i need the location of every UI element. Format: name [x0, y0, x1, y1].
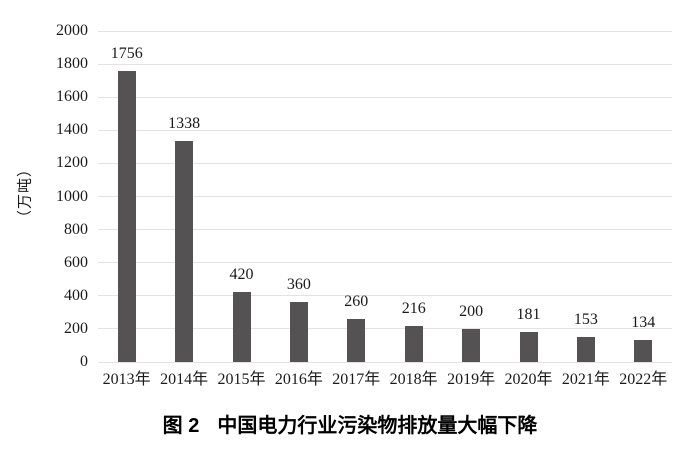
- y-tick-label: 1600: [56, 88, 88, 106]
- bar-value-label: 181: [516, 306, 541, 324]
- bar-value-label: 360: [286, 276, 311, 294]
- bar-2016年: [289, 302, 308, 362]
- y-tick-label: 1000: [56, 187, 88, 205]
- gridline: [98, 30, 672, 32]
- gridline: [98, 229, 672, 231]
- bar-2013年: [117, 71, 136, 362]
- x-tick-label: 2016年: [274, 371, 323, 388]
- x-tick-label: 2022年: [619, 371, 668, 388]
- bar-value-label: 216: [401, 300, 426, 318]
- figure-caption-text: 中国电力行业污染物排放量大幅下降: [217, 415, 538, 437]
- bar-2014年: [175, 140, 194, 362]
- y-tick-label: 600: [64, 253, 88, 271]
- bar-2017年: [347, 318, 366, 362]
- bar-2021年: [576, 336, 595, 362]
- x-tick-label: 2015年: [217, 371, 266, 388]
- bar-value-label: 200: [459, 302, 484, 320]
- emissions-bar-chart: （万吨） 0 200 400 600 800 1000 1200 1400 1600 1800 20…: [18, 22, 672, 388]
- bar-value-label: 1756: [110, 45, 143, 63]
- gridline: [98, 262, 672, 264]
- gridline: [98, 162, 672, 164]
- gridline: [98, 295, 672, 297]
- y-tick-label: 1200: [56, 154, 88, 172]
- figure-caption-number: 图 2: [162, 415, 200, 437]
- x-tick-label: 2019年: [447, 371, 496, 388]
- bar-value-label: 1338: [168, 114, 201, 132]
- x-tick-label: 2017年: [332, 371, 381, 388]
- gridline: [98, 196, 672, 197]
- gridline: [98, 129, 672, 131]
- gridline: [98, 328, 672, 330]
- gridline: [98, 361, 672, 363]
- bar-2020年: [519, 332, 538, 362]
- y-tick-label: 1800: [56, 55, 88, 73]
- bar-value-label: 420: [229, 266, 254, 284]
- bar-2015年: [232, 292, 251, 362]
- bar-2019年: [462, 328, 481, 362]
- bar-value-label: 260: [344, 292, 369, 310]
- y-tick-label: 200: [64, 319, 88, 337]
- y-tick-label: 400: [64, 286, 88, 304]
- x-tick-label: 2020年: [504, 371, 553, 388]
- x-tick-label: 2014年: [160, 371, 209, 388]
- x-tick-label: 2021年: [561, 371, 610, 388]
- bar-2018年: [404, 326, 423, 362]
- x-tick-label: 2018年: [389, 371, 438, 388]
- y-tick-label: 1400: [56, 121, 88, 139]
- bar-value-label: 153: [573, 310, 598, 328]
- y-tick-label: 0: [80, 353, 88, 370]
- gridline: [98, 63, 672, 65]
- gridline: [98, 96, 672, 98]
- figure-caption: 图 2 中国电力行业污染物排放量大幅下降: [0, 412, 700, 440]
- x-tick-label: 2013年: [102, 371, 151, 388]
- bar-2022年: [634, 339, 653, 362]
- bar-value-label: 134: [631, 313, 656, 331]
- y-tick-label: 2000: [56, 22, 88, 39]
- y-tick-label: 800: [64, 220, 88, 238]
